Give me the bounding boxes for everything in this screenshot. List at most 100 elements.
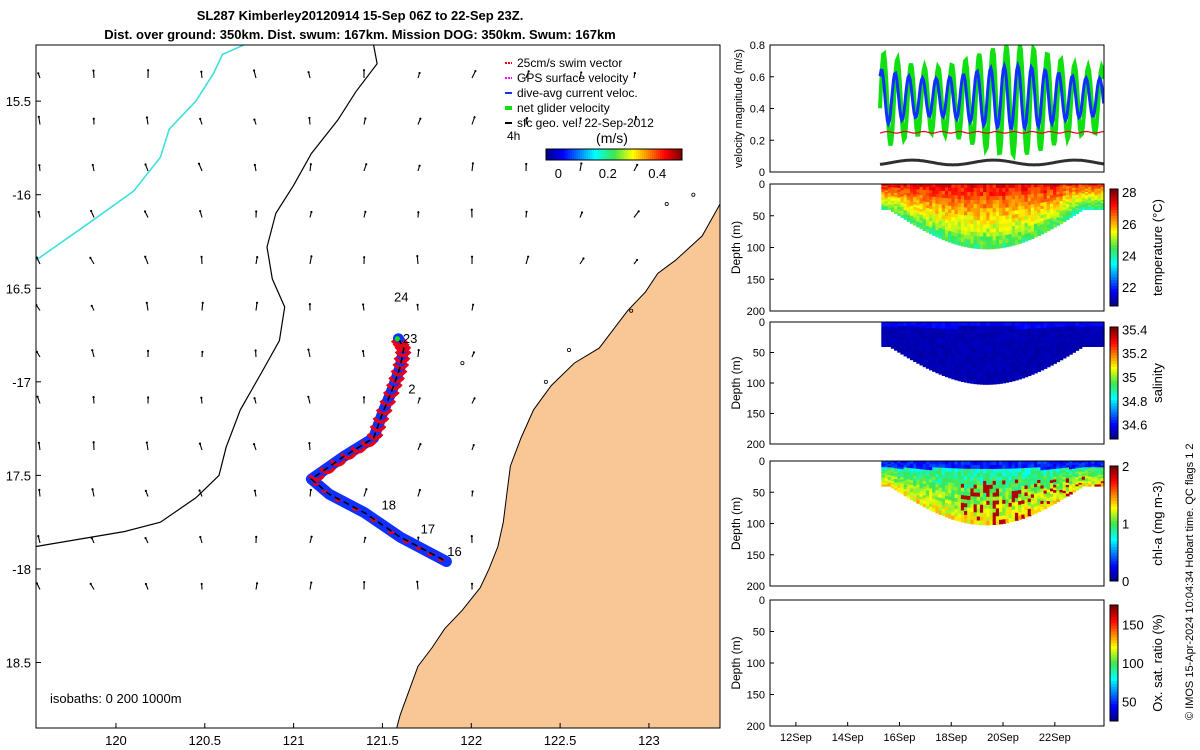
island [460, 361, 465, 366]
salinity-section-cell [992, 325, 997, 331]
oxygen-section-colorbar-cell [1110, 694, 1118, 699]
temperature-section-cell [957, 229, 962, 235]
chla-section-cell [935, 483, 940, 488]
salinity-section-cell [897, 344, 902, 348]
salinity-section-cell [935, 350, 940, 355]
sfc-arrow-head [418, 397, 421, 400]
temperature-section-cell [951, 191, 956, 196]
temperature-section-cell [1084, 199, 1089, 203]
chla-section-cell [1027, 505, 1032, 510]
chla-section-cell [964, 464, 968, 470]
temperature-section-cell [1100, 191, 1105, 195]
chla-section-cell [970, 480, 975, 486]
temperature-section-cell [973, 200, 978, 205]
temperature-section-cell [1075, 204, 1080, 207]
salinity-section-ytick-label: 150 [747, 409, 765, 421]
chla-section-cell [890, 467, 895, 470]
temperature-section-cell [1049, 203, 1054, 207]
chla-section-cell [884, 479, 889, 482]
sfc-arrow-head [92, 117, 95, 120]
temperature-section-cell [992, 228, 997, 233]
sfc-arrow-head [198, 442, 202, 445]
chla-section-cell [973, 461, 978, 466]
chla-section-cell [1100, 475, 1105, 478]
salinity-section-cell [951, 357, 956, 362]
temperature-section-cell [941, 187, 946, 192]
salinity-section-cell [906, 326, 911, 330]
chla-section-cell [1069, 461, 1073, 464]
chla-section-cell [995, 480, 1000, 486]
salinity-section-cell [897, 322, 902, 325]
temperature-section-cell [967, 191, 971, 197]
chla-section-cell [1018, 504, 1022, 509]
chla-section-cell [935, 480, 940, 485]
salinity-section-cell [948, 328, 952, 334]
temperature-section-cell [900, 196, 905, 200]
temperature-section-cell [941, 218, 946, 223]
salinity-section-cell [1078, 322, 1083, 325]
chla-section-cell [973, 468, 978, 474]
temperature-section-cell [957, 206, 962, 212]
sfc-arrow-head [199, 117, 202, 120]
salinity-section-cell [1053, 355, 1057, 359]
chla-section-cell [1094, 461, 1099, 464]
temperature-section-cell [973, 228, 978, 233]
temperature-section-cell [1037, 219, 1041, 224]
salinity-section-cell [948, 322, 952, 327]
chla-section-cell [913, 498, 917, 502]
salinity-section-cell [989, 341, 994, 346]
temperature-section-cell [1018, 195, 1022, 200]
temperature-section-cell [964, 203, 968, 209]
salinity-section-cell [932, 340, 937, 345]
salinity-section-cell [1075, 337, 1080, 341]
temperature-section-cell [973, 244, 978, 249]
salinity-section-cell [890, 338, 895, 341]
temperature-section-cell [1075, 198, 1080, 202]
temperature-section-cell [1014, 240, 1019, 245]
oxygen-section-ytick-label: 0 [759, 595, 765, 607]
temperature-section-cell [935, 233, 940, 238]
temperature-section-cell [887, 203, 892, 206]
chla-section-cell [1021, 468, 1026, 473]
salinity-section-cell [999, 364, 1003, 369]
sfc-arrow-head [470, 208, 473, 211]
salinity-section-colorbar-cell [1110, 360, 1118, 364]
salinity-section-cell [1030, 325, 1035, 330]
salinity-section-cell [989, 333, 994, 339]
salinity-section-cell [1021, 353, 1026, 358]
chla-section-cell [951, 471, 956, 477]
salinity-section-cell [992, 349, 997, 354]
temperature-section-cell [925, 193, 930, 197]
chla-section-cell [954, 475, 959, 481]
velocity-ytick-label: 0.8 [750, 40, 765, 52]
temperature-section-cell [884, 201, 889, 204]
temperature-section-cell [1008, 207, 1013, 212]
salinity-section-cell [957, 329, 962, 334]
chla-section-cell [1088, 476, 1092, 479]
salinity-section-cell [1011, 377, 1016, 382]
chla-section-cell [979, 508, 984, 514]
chla-section-cell [989, 500, 994, 506]
oxygen-section-ytick-label: 200 [747, 721, 765, 733]
chla-section-cell [1011, 491, 1016, 496]
salinity-section-ctick-label: 35.2 [1122, 346, 1147, 361]
chla-section-cell [1084, 473, 1089, 476]
chla-section-cell [909, 482, 914, 486]
chla-section-cell [903, 478, 908, 482]
salinity-section-cell [1097, 334, 1102, 337]
salinity-section-cell [1024, 339, 1029, 344]
sfc-arrow-head [634, 115, 638, 119]
temperature-section-cell [938, 231, 943, 236]
salinity-section-cell [1100, 338, 1105, 341]
temperature-section-cell [964, 234, 968, 240]
temperature-section-cell [983, 244, 987, 250]
sfc-arrow-head [637, 210, 640, 213]
chla-section-cell [967, 511, 971, 517]
temperature-section-cell [919, 203, 924, 207]
salinity-section-cell [1043, 342, 1048, 346]
temperature-section-cell [1011, 222, 1016, 227]
colorbar-tick-label: 0.4 [648, 166, 666, 181]
chla-section-cell [1005, 480, 1010, 485]
chla-section-cell [964, 511, 968, 516]
temperature-section-cell [935, 220, 940, 225]
